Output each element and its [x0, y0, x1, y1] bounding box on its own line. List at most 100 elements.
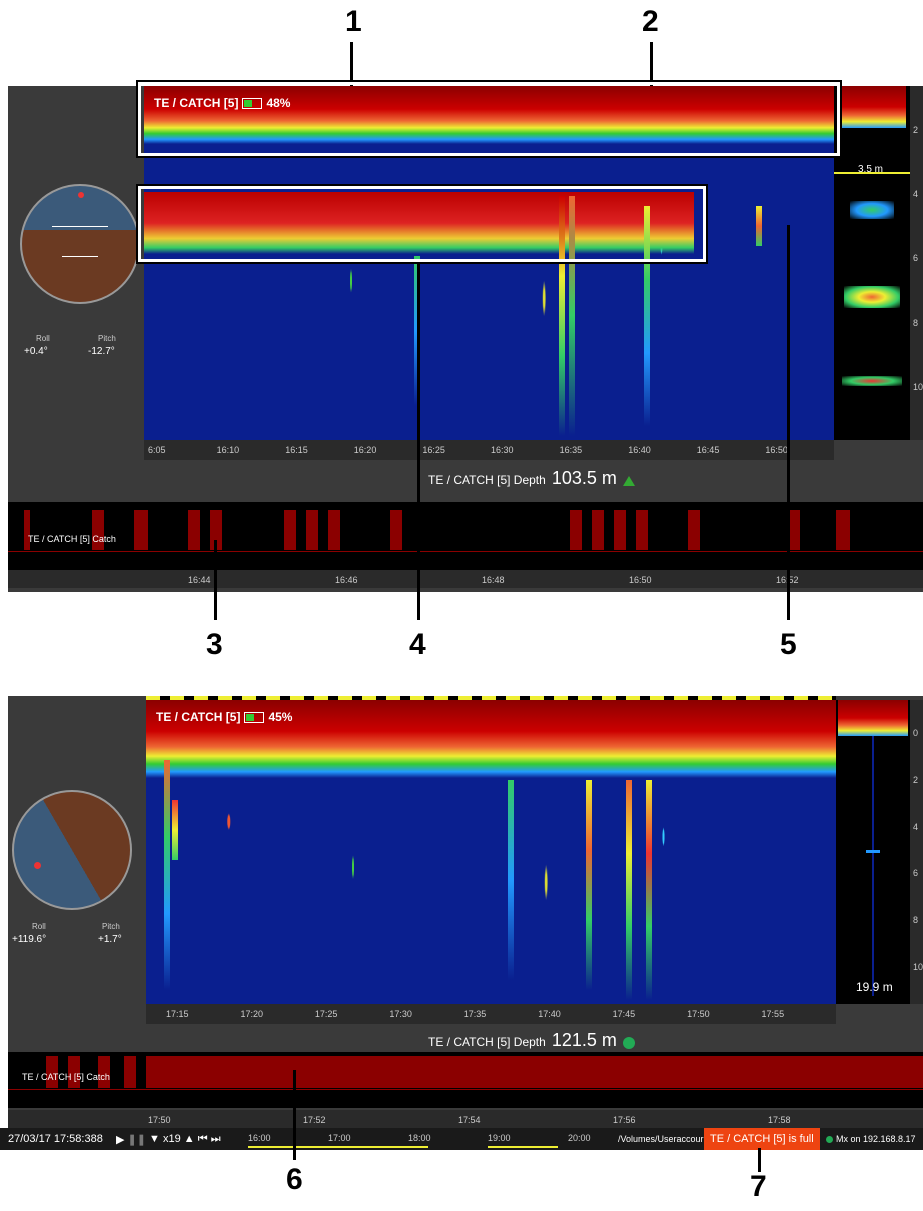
echogram-2[interactable]: TE / CATCH [5] 45%	[146, 700, 836, 1004]
catch-strip-1: TE / CATCH [5] Catch	[8, 502, 923, 570]
battery-icon	[242, 98, 263, 110]
roll-value: +119.6°	[12, 934, 47, 945]
depth-scale-label: 4	[913, 188, 919, 199]
tick-label: 17:20	[240, 1009, 263, 1019]
catch-block	[188, 510, 200, 550]
tick-label: 16:10	[216, 445, 240, 455]
timeline-label: 17:00	[328, 1133, 351, 1143]
catch-block	[24, 510, 30, 550]
connection-status: Mx on 192.168.8.17	[826, 1128, 916, 1150]
pitch-label: Pitch	[98, 334, 116, 343]
depth-scale-label: 6	[913, 253, 919, 264]
timeline-label: 19:00	[488, 1133, 511, 1143]
depth-column: 19.9 m	[836, 700, 910, 1004]
echogram-title: TE / CATCH [5] 48%	[154, 96, 291, 110]
progress-dashes	[146, 696, 836, 700]
tick-label: 17:58	[768, 1115, 791, 1125]
catch-ruler-2: 17:50 17:52 17:54 17:56 17:58	[8, 1110, 923, 1128]
play-controls[interactable]: ▶ ❚❚ ▼ x19 ▲ ⏮ ⏭	[116, 1128, 221, 1150]
tick-label: 16:50	[629, 575, 652, 585]
tick-label: 17:25	[314, 1009, 338, 1019]
depth-scale-label: 6	[913, 868, 919, 879]
timeline-label: 20:00	[568, 1133, 591, 1143]
callout-7: 7	[750, 1170, 767, 1203]
catch-label: TE / CATCH [5] Catch	[22, 1072, 110, 1082]
catch-block	[284, 510, 296, 550]
tick-label: 17:56	[613, 1115, 636, 1125]
tick-label: 6:05	[148, 445, 166, 455]
echogram-1[interactable]: TE / CATCH [5] 48%	[144, 86, 834, 440]
storage-path: /Volumes/Useraccour	[618, 1134, 704, 1144]
tick-label: 16:48	[482, 575, 505, 585]
catch-block	[614, 510, 626, 550]
pause-icon[interactable]: ❚❚	[127, 1133, 146, 1146]
column-depth-label: 3.5 m	[858, 164, 884, 175]
catch-block	[210, 510, 222, 550]
tick-label: 16:30	[491, 445, 514, 455]
skip-back-icon[interactable]: ⏮	[197, 1132, 208, 1145]
connection-dot-icon	[826, 1135, 833, 1143]
attitude-gauge	[12, 790, 132, 910]
depth-scale-1: 2 4 6 8 10	[910, 86, 923, 440]
catch-block	[570, 510, 582, 550]
tick-label: 17:40	[538, 1009, 561, 1019]
depth-scale-label: 4	[913, 821, 919, 832]
time-ruler-1: 6:05 16:10 16:15 16:20 16:25 16:30 16:35 16:40 1…	[144, 440, 834, 460]
depth-readout: TE / CATCH [5] Depth 103.5 m	[428, 468, 635, 489]
speed-down-icon[interactable]: ▼	[149, 1133, 160, 1145]
highlight-surface-band	[136, 80, 842, 158]
depth-scale-label: 10	[913, 382, 923, 393]
roll-label: Roll	[36, 334, 50, 343]
tick-label: 17:54	[458, 1115, 481, 1125]
catch-block	[688, 510, 700, 550]
callout-2-line	[650, 42, 653, 87]
catch-block	[328, 510, 340, 550]
screen2-window: Roll +119.6° Pitch +1.7° TE / CATCH [5] 4…	[8, 696, 923, 1116]
callout-6-line	[293, 1070, 296, 1160]
callout-3: 3	[206, 628, 223, 661]
up-arrow-icon	[622, 475, 635, 486]
timeline-label: 18:00	[408, 1133, 431, 1143]
catch-block	[134, 510, 148, 550]
skip-forward-icon[interactable]: ⏭	[210, 1132, 221, 1145]
storage-full-alert[interactable]: TE / CATCH [5] is full	[704, 1128, 820, 1150]
play-icon[interactable]: ▶	[116, 1133, 125, 1146]
callout-4: 4	[409, 628, 426, 661]
catch-block	[390, 510, 402, 550]
tick-label: 17:35	[463, 1009, 487, 1019]
echogram-title: TE / CATCH [5] 45%	[156, 710, 293, 724]
tick-label: 16:50	[765, 445, 788, 455]
callout-6: 6	[286, 1163, 303, 1196]
depth-scale-label: 2	[913, 124, 919, 135]
timeline-label: 16:00	[248, 1133, 271, 1143]
catch-block	[124, 1056, 136, 1088]
tick-label: 16:46	[335, 575, 358, 585]
column-depth-label: 19.9 m	[856, 980, 893, 994]
tick-label: 16:25	[422, 445, 445, 455]
status-dot-icon	[622, 1036, 635, 1049]
speed-up-icon[interactable]: ▲	[183, 1133, 195, 1145]
catch-block	[592, 510, 604, 550]
screen1-window: Roll +0.4° Pitch -12.7° TE / CATCH [5] 48…	[8, 80, 923, 592]
tick-label: 16:35	[559, 445, 583, 455]
tick-label: 17:55	[761, 1009, 785, 1019]
pitch-label: Pitch	[102, 922, 120, 931]
catch-block	[92, 510, 104, 550]
callout-4-line	[417, 262, 420, 620]
timeline-scrubber[interactable]: 16:00 17:00 18:00 19:00 20:00	[228, 1128, 608, 1150]
callout-1-line	[350, 42, 353, 87]
tick-label: 16:44	[188, 575, 211, 585]
tick-label: 17:45	[612, 1009, 636, 1019]
catch-block	[146, 1056, 923, 1088]
callout-1: 1	[345, 5, 362, 38]
playback-datetime: 27/03/17 17:58:388	[8, 1133, 103, 1145]
depth-readout: TE / CATCH [5] Depth 121.5 m	[428, 1030, 635, 1051]
highlight-fish-school	[136, 184, 708, 264]
tick-label: 17:50	[148, 1115, 171, 1125]
catch-block	[788, 510, 800, 550]
pitch-value: +1.7°	[98, 934, 122, 945]
catch-block	[636, 510, 648, 550]
attitude-gauge	[20, 184, 140, 304]
depth-scale-label: 2	[913, 774, 919, 785]
callout-2: 2	[642, 5, 659, 38]
